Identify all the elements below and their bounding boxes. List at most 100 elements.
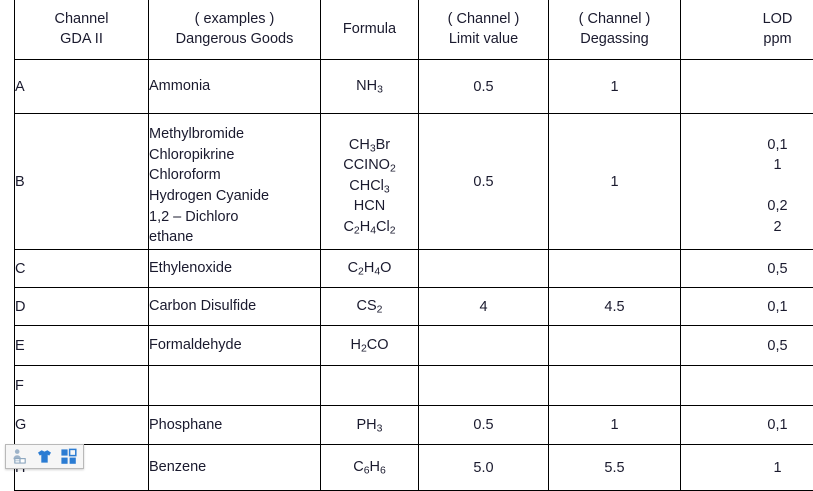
paste-special-grid-icon[interactable] [59, 447, 78, 466]
channel-label: G [14, 405, 149, 445]
formula-cell: C2H4O [320, 249, 419, 288]
goods-line [149, 375, 320, 396]
formula-line: CS2 [356, 298, 383, 316]
degassing-cell: 1 [548, 113, 681, 250]
header-line: Degassing [580, 30, 649, 47]
goods-line: Ammonia [149, 78, 211, 95]
header-line: Dangerous Goods [175, 30, 294, 47]
limit-value-cell: 4 [418, 287, 549, 326]
header-line: Limit value [448, 30, 519, 47]
channel-label: F [14, 365, 149, 406]
channel-label: D [14, 287, 149, 326]
limit-value-cell [418, 325, 549, 366]
table-header-row: Channel GDA II ( examples ) Dangerous Goods… [14, 0, 813, 60]
channel-label: B [14, 113, 149, 250]
lod-line: 0,1 [767, 136, 788, 153]
limit-value-cell: 0.5 [418, 59, 549, 114]
formula-cell: CS2 [320, 287, 419, 326]
goods-line: Methylbromide [149, 126, 245, 143]
dangerous-goods-cell: Methylbromide Chloropikrine Chloroform Hydr… [148, 113, 321, 250]
column-header-1: ( examples ) Dangerous Goods [148, 0, 321, 60]
dangerous-goods-table: Channel GDA II ( examples ) Dangerous Goods… [14, 0, 813, 491]
limit-value-cell [418, 365, 549, 406]
table-row: E Formaldehyde H2CO 0,5 [14, 325, 813, 366]
keep-source-formatting-icon[interactable] [11, 447, 30, 466]
formula-line: CH3Br [348, 136, 391, 155]
formula-line: CHCl3 [349, 177, 390, 196]
formula-cell: NH3 [320, 59, 419, 114]
formula-line: CCINO2 [343, 157, 396, 175]
goods-line: Phosphane [149, 416, 223, 433]
lod-line [681, 176, 813, 197]
header-line: ppm [763, 30, 792, 47]
dangerous-goods-cell: Ethylenoxide [148, 249, 321, 288]
lod-cell [680, 59, 813, 114]
lod-line: 1 [773, 157, 782, 174]
formula-line: HCN [353, 198, 386, 215]
degassing-cell [548, 325, 681, 366]
column-header-2: Formula [320, 0, 419, 60]
dangerous-goods-cell: Ammonia [148, 59, 321, 114]
header-line: GDA II [60, 30, 103, 47]
goods-line: Hydrogen Cyanide [149, 188, 270, 204]
formula-line: C2H4Cl2 [343, 218, 396, 237]
table-row: G Phosphane PH3 0.5 1 0,1 [14, 405, 813, 445]
table-row: B Methylbromide Chloropikrine Chloroform Hyd… [14, 113, 813, 250]
lod-line: 0,2 [767, 198, 788, 215]
formula-cell: C6H6 [320, 444, 419, 491]
goods-line: ethane [149, 229, 194, 246]
dangerous-goods-cell: Formaldehyde [148, 325, 321, 366]
goods-line: 1,2 – Dichloro [149, 208, 239, 225]
table-row: HBenzeneC6H65.05.51 [14, 444, 813, 491]
dangerous-goods-cell: Phosphane [148, 405, 321, 445]
header-line: LOD [762, 11, 793, 28]
formula-cell: PH3 [320, 405, 419, 445]
formula-line: H2CO [350, 337, 389, 355]
header-line: Channel [54, 11, 109, 28]
column-header-4: ( Channel ) Degassing [548, 0, 681, 60]
goods-line: Chloropikrine [149, 146, 235, 163]
channel-label: C [14, 249, 149, 288]
lod-cell: 0,1 [680, 287, 813, 326]
channel-label: A [14, 59, 149, 114]
merge-formatting-icon[interactable] [35, 447, 54, 466]
limit-value-cell: 0.5 [418, 405, 549, 445]
header-line: Formula [342, 20, 397, 37]
limit-value-cell: 0.5 [418, 113, 549, 250]
goods-line: Benzene [149, 459, 207, 476]
goods-line: Carbon Disulfide [149, 298, 257, 315]
column-header-0: Channel GDA II [14, 0, 149, 60]
lod-cell [680, 365, 813, 406]
lod-cell: 1 [680, 444, 813, 491]
channel-label: E [14, 325, 149, 366]
lod-cell: 0,5 [680, 325, 813, 366]
dangerous-goods-cell [148, 365, 321, 406]
lod-line: 2 [773, 218, 782, 235]
goods-line: Chloroform [149, 167, 221, 184]
formula-cell [320, 365, 419, 406]
degassing-cell: 1 [548, 59, 681, 114]
paste-options-toolbar[interactable] [5, 444, 84, 469]
degassing-cell [548, 249, 681, 288]
formula-line: NH3 [356, 78, 383, 96]
formula-line: C6H6 [353, 459, 386, 477]
table-row: A Ammonia NH3 0.5 1 [14, 59, 813, 114]
dangerous-goods-cell: Carbon Disulfide [148, 287, 321, 326]
formula-cell: H2CO [320, 325, 419, 366]
limit-value-cell: 5.0 [418, 444, 549, 491]
degassing-cell: 1 [548, 405, 681, 445]
column-header-3: ( Channel ) Limit value [418, 0, 549, 60]
formula-line: PH3 [356, 416, 383, 435]
header-line: ( Channel ) [578, 11, 651, 28]
header-line: ( Channel ) [447, 11, 520, 28]
degassing-cell [548, 365, 681, 406]
lod-cell: 0,1 [680, 405, 813, 445]
limit-value-cell [418, 249, 549, 288]
goods-line: Ethylenoxide [149, 260, 233, 277]
column-header-5: LOD ppm [680, 0, 813, 60]
header-line: ( examples ) [194, 11, 275, 28]
degassing-cell: 5.5 [548, 444, 681, 491]
table-row: C Ethylenoxide C2H4O 0,5 [14, 249, 813, 288]
goods-line: Formaldehyde [149, 337, 242, 354]
